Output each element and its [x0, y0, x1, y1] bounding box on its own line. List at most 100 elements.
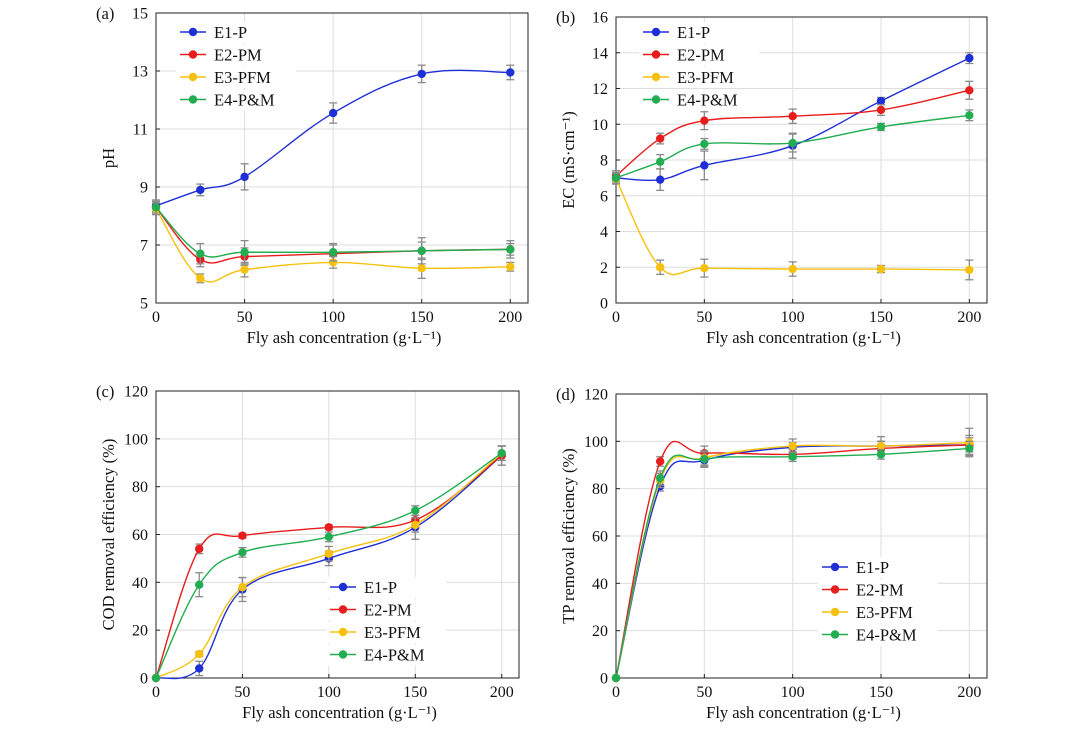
legend-swatch-marker: [338, 605, 348, 614]
data-point: [876, 450, 886, 459]
y-tick-label: 20: [132, 623, 148, 640]
x-tick-label: 0: [612, 684, 620, 701]
x-tick-label: 50: [696, 684, 712, 701]
data-point: [240, 172, 249, 182]
data-point: [788, 138, 797, 148]
chart-panel-a: 0 50 100 150 200 5 7 9 11 13 15 Fly ash concentrati…: [96, 4, 529, 347]
x-axis-label: Fly ash concentration (g·L⁻¹): [247, 328, 442, 347]
y-tick-label: 60: [132, 527, 148, 544]
data-point: [240, 265, 249, 274]
data-point: [611, 673, 621, 683]
legend-label: E4-P&M: [364, 646, 425, 665]
legend-bg: [326, 577, 446, 598]
data-point: [700, 263, 709, 273]
y-tick-label: 120: [584, 387, 608, 404]
legend-label: E1-P: [677, 23, 710, 42]
panel-label: (a): [96, 4, 114, 23]
y-tick-label: 16: [592, 10, 608, 27]
data-point: [417, 69, 426, 79]
x-tick-label: 150: [869, 684, 893, 701]
legend: E1-P E2-PM E3-PFM E4-P&M: [639, 22, 759, 111]
y-tick-label: 0: [600, 296, 608, 313]
data-point: [965, 53, 974, 63]
data-point: [506, 68, 515, 77]
legend-swatch-marker: [188, 72, 198, 82]
series-line: [155, 452, 503, 679]
legend-bg: [818, 624, 938, 646]
x-axis-label: Fly ash concentration (g·L⁻¹): [706, 703, 901, 722]
data-point: [506, 245, 515, 254]
y-tick-label: 120: [124, 384, 148, 401]
data-point: [611, 173, 621, 183]
data-point: [655, 157, 665, 166]
data-point: [655, 263, 665, 272]
series-e4-p-m: [611, 440, 974, 683]
x-tick-label: 50: [237, 309, 253, 326]
legend-label: E2-PM: [214, 46, 262, 65]
x-tick-label: 100: [317, 684, 341, 701]
legend-swatch-marker: [338, 650, 348, 659]
legend-label: E3-PFM: [856, 603, 913, 622]
data-point: [965, 86, 974, 95]
data-point: [876, 264, 886, 274]
y-tick-label: 20: [592, 623, 608, 640]
series-e4-p-m: [151, 199, 515, 265]
legend-bg: [176, 89, 296, 111]
data-point: [655, 134, 665, 143]
legend-swatch-marker: [651, 50, 661, 59]
series-e4-p-m: [611, 109, 974, 184]
data-point: [506, 262, 515, 271]
legend-label: E3-PFM: [677, 68, 734, 87]
legend-bg: [639, 44, 759, 66]
y-tick-label: 7: [140, 238, 148, 255]
data-point: [700, 454, 709, 464]
y-tick-label: 100: [124, 431, 148, 448]
data-point: [876, 441, 886, 451]
legend-label: E4-P&M: [214, 91, 275, 110]
data-point: [328, 108, 338, 118]
x-tick-label: 200: [957, 309, 981, 326]
y-tick-label: 40: [132, 575, 148, 592]
data-point: [965, 265, 974, 275]
legend-swatch-marker: [830, 630, 840, 639]
legend-swatch-marker: [188, 95, 198, 104]
legend-bg: [176, 22, 296, 43]
x-tick-label: 100: [781, 684, 805, 701]
plot-frame: [155, 12, 529, 304]
series-line: [615, 178, 970, 276]
data-point: [876, 105, 886, 115]
legend-bg: [639, 89, 759, 111]
legend-bg: [326, 599, 446, 621]
data-point: [195, 664, 204, 673]
legend-swatch-marker: [338, 627, 348, 637]
y-tick-label: 2: [600, 260, 608, 277]
legend-bg: [818, 602, 938, 623]
panel-label: (d): [556, 385, 575, 404]
data-point: [196, 274, 205, 283]
data-point: [876, 96, 886, 106]
y-tick-label: 0: [140, 671, 148, 688]
chart-panel-b: 0 50 100 150 200 0 2 4 6 8 10 12 14 16 Fly ash concent…: [556, 8, 988, 347]
x-axis-label: Fly ash concentration (g·L⁻¹): [706, 328, 901, 347]
x-axis-label: Fly ash concentration (g·L⁻¹): [242, 703, 437, 722]
y-tick-label: 12: [592, 81, 608, 98]
x-tick-label: 100: [781, 309, 805, 326]
y-tick-label: 11: [133, 122, 148, 139]
y-tick-label: 13: [132, 64, 148, 81]
chart-panel-c: 0 50 100 150 200 0 20 40 60 80 100 120 Fly ash conce…: [96, 382, 520, 722]
legend-swatch-marker: [651, 27, 661, 37]
data-point: [411, 506, 420, 515]
panel-label: (c): [96, 382, 114, 401]
y-tick-label: 0: [600, 671, 608, 688]
y-tick-label: 6: [600, 188, 608, 205]
legend-bg: [639, 67, 759, 88]
data-point: [700, 139, 709, 149]
data-point: [328, 258, 338, 267]
y-tick-label: 8: [600, 153, 608, 170]
y-axis-label: COD removal efficiency (%): [99, 439, 118, 631]
series-e3-pfm: [151, 445, 506, 683]
data-point: [417, 264, 426, 273]
data-point: [195, 649, 204, 659]
y-tick-label: 60: [592, 529, 608, 546]
data-point: [700, 116, 709, 125]
